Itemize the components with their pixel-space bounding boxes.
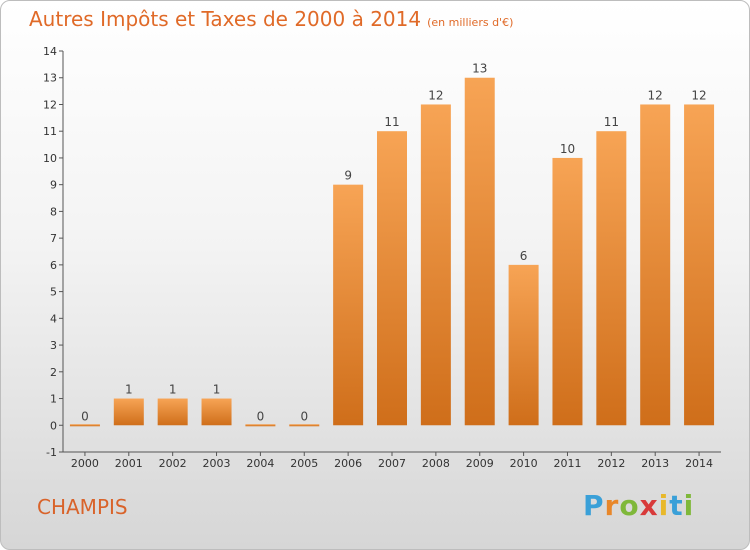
y-tick-label: 9 <box>50 179 57 192</box>
bar <box>69 424 100 427</box>
data-label: 0 <box>81 409 89 423</box>
chart-title-text: Autres Impôts et Taxes de 2000 à 2014 <box>29 7 422 31</box>
data-label: 0 <box>300 409 308 423</box>
logo-letter: r <box>604 489 620 522</box>
bar <box>333 184 364 426</box>
bar <box>684 104 715 426</box>
logo-letter: t <box>669 489 684 522</box>
y-tick-label: 1 <box>50 393 57 406</box>
x-tick-label: 2011 <box>553 457 581 470</box>
bar <box>640 104 671 426</box>
data-label: 13 <box>472 62 487 76</box>
y-tick-label: 3 <box>50 339 57 352</box>
data-label: 11 <box>384 115 399 129</box>
y-tick-label: 2 <box>50 366 57 379</box>
x-tick-label: 2006 <box>334 457 362 470</box>
data-label: 0 <box>257 409 265 423</box>
x-tick-label: 2007 <box>378 457 406 470</box>
y-tick-label: 10 <box>43 152 57 165</box>
bar <box>464 77 495 426</box>
y-tick-label: 0 <box>50 419 57 432</box>
y-tick-label: 11 <box>43 125 57 138</box>
y-tick-label: 12 <box>43 98 57 111</box>
x-tick-label: 2000 <box>71 457 99 470</box>
x-tick-label: 2002 <box>159 457 187 470</box>
data-label: 11 <box>604 115 619 129</box>
y-tick-label: 8 <box>50 205 57 218</box>
logo-letter: o <box>619 489 640 522</box>
y-tick-label: -1 <box>46 446 57 459</box>
x-tick-label: 2001 <box>115 457 143 470</box>
bar <box>201 398 232 426</box>
bar <box>377 131 407 426</box>
data-label: 12 <box>691 88 706 102</box>
bar <box>508 264 539 426</box>
data-label: 1 <box>125 383 133 397</box>
proxiti-logo: Proxiti <box>583 489 694 522</box>
data-label: 6 <box>520 249 528 263</box>
x-tick-label: 2010 <box>510 457 538 470</box>
x-tick-label: 2014 <box>685 457 713 470</box>
y-tick-label: 7 <box>50 232 57 245</box>
bar <box>596 131 627 426</box>
logo-letter: x <box>639 489 659 522</box>
x-tick-label: 2012 <box>597 457 625 470</box>
y-tick-label: 13 <box>43 72 57 85</box>
y-tick-label: 5 <box>50 286 57 299</box>
x-tick-label: 2008 <box>422 457 450 470</box>
data-label: 1 <box>213 383 221 397</box>
y-tick-label: 4 <box>50 312 57 325</box>
data-label: 10 <box>560 142 575 156</box>
bar <box>113 398 144 426</box>
x-tick-label: 2004 <box>246 457 274 470</box>
chart-title: Autres Impôts et Taxes de 2000 à 2014 (en… <box>29 7 513 31</box>
bar <box>157 398 188 426</box>
bar <box>552 157 583 426</box>
x-tick-label: 2005 <box>290 457 318 470</box>
data-label: 1 <box>169 383 177 397</box>
bar <box>245 424 276 427</box>
town-name: CHAMPIS <box>37 495 128 519</box>
x-tick-label: 2003 <box>203 457 231 470</box>
logo-letter: i <box>683 489 695 522</box>
x-tick-label: 2009 <box>466 457 494 470</box>
x-tick-label: 2013 <box>641 457 669 470</box>
data-label: 12 <box>428 88 443 102</box>
data-label: 9 <box>344 169 352 183</box>
bar <box>420 104 451 426</box>
logo-letter: i <box>658 489 670 522</box>
logo-letter: P <box>583 489 605 522</box>
bar <box>289 424 320 427</box>
y-tick-label: 6 <box>50 259 57 272</box>
y-tick-label: 14 <box>43 45 57 58</box>
data-label: 12 <box>648 88 663 102</box>
chart-subtitle: (en milliers d'€) <box>427 16 514 29</box>
